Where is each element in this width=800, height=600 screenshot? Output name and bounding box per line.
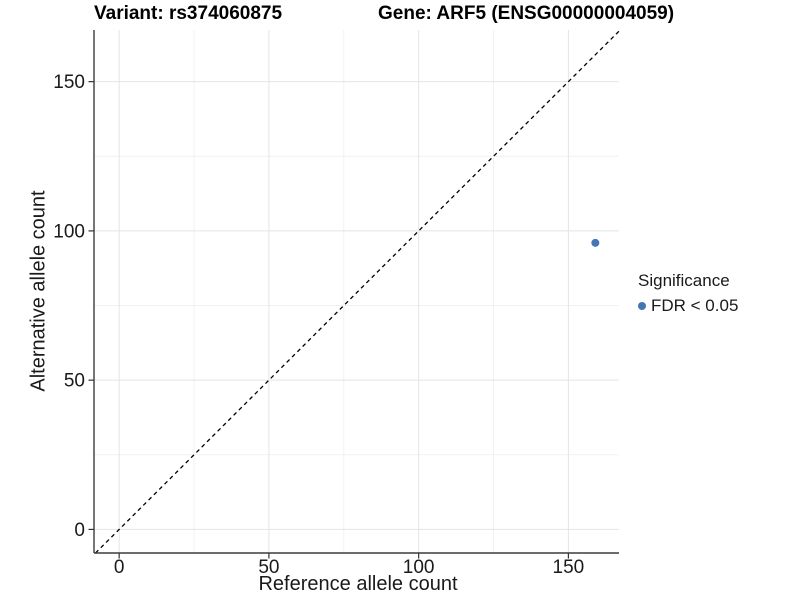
identity-line (95, 30, 620, 554)
x-axis-title: Reference allele count (258, 573, 458, 595)
x-tick-labels: 0 50 100 150 (114, 557, 584, 578)
tick-label: 0 (74, 520, 85, 541)
tick-label: 50 (64, 371, 85, 392)
tick-marks (88, 81, 569, 559)
legend-item-label: FDR < 0.05 (651, 296, 739, 315)
y-tick-labels: 0 50 100 150 (53, 72, 85, 541)
data-point (591, 238, 600, 247)
tick-label: 100 (403, 557, 435, 578)
tick-label: 150 (553, 557, 585, 578)
legend: Significance FDR < 0.05 (638, 271, 738, 316)
grid-major (94, 30, 619, 553)
legend-point-icon (638, 302, 646, 310)
axis-lines (93, 30, 619, 554)
plot-title-variant: Variant: rs374060875 (94, 3, 283, 24)
plot-title-gene: Gene: ARF5 (ENSG00000004059) (378, 3, 675, 24)
legend-title: Significance (638, 271, 730, 290)
tick-label: 0 (114, 557, 125, 578)
tick-label: 100 (53, 221, 85, 242)
grid-minor (94, 30, 619, 553)
legend-item: FDR < 0.05 (638, 296, 738, 316)
tick-label: 150 (53, 72, 85, 93)
tick-label: 50 (258, 557, 279, 578)
data-points (591, 238, 600, 247)
y-axis-title: Alternative allele count (27, 190, 50, 392)
